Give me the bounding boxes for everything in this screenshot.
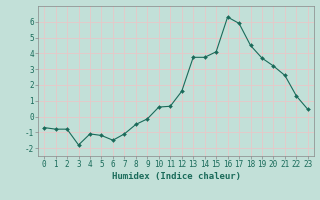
X-axis label: Humidex (Indice chaleur): Humidex (Indice chaleur)	[111, 172, 241, 181]
